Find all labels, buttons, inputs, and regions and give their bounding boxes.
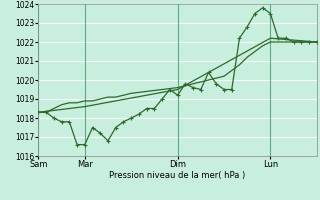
X-axis label: Pression niveau de la mer( hPa ): Pression niveau de la mer( hPa ) — [109, 171, 246, 180]
